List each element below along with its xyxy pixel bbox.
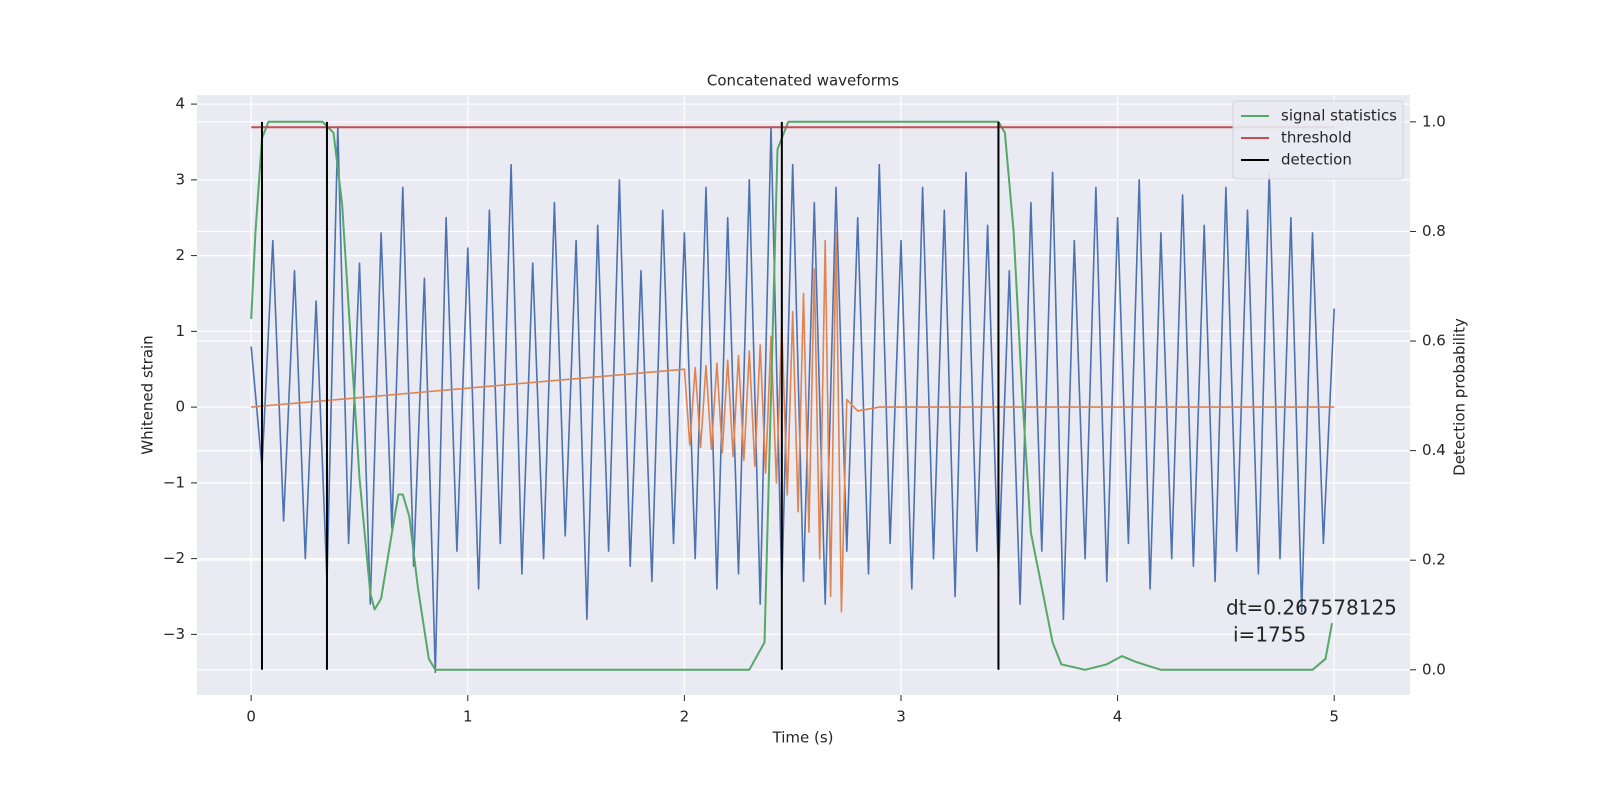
legend-box	[1232, 100, 1404, 180]
x-tick-label: 2	[680, 708, 690, 726]
y2-tick-label: 0.2	[1422, 551, 1446, 569]
series-line	[250, 126, 1335, 674]
x-tick-label: 3	[896, 708, 906, 726]
legend-label: detection	[1281, 151, 1352, 169]
y-axis-label: Whitened strain	[139, 335, 157, 454]
x-tick-label: 0	[246, 708, 256, 726]
annotation: i=1755	[1233, 623, 1306, 647]
y-tick-label: 4	[175, 95, 185, 113]
y-tick-label: 2	[175, 246, 185, 264]
series-line	[251, 232, 1335, 613]
y2-tick-label: 0.8	[1422, 222, 1446, 240]
x-tick-label: 5	[1329, 708, 1339, 726]
y-tick-label: 1	[175, 322, 185, 340]
x-tick-label: 4	[1113, 708, 1123, 726]
legend-label: threshold	[1281, 129, 1352, 147]
y-tick-label: −2	[163, 549, 185, 567]
chart-title: Concatenated waveforms	[707, 72, 899, 90]
x-tick-label: 1	[463, 708, 473, 726]
y2-axis-label: Detection probability	[1451, 318, 1469, 476]
legend-label: signal statistics	[1281, 107, 1397, 125]
marks	[250, 120, 1335, 674]
y2-tick-label: 0.6	[1422, 332, 1446, 350]
y2-tick-label: 1.0	[1422, 112, 1446, 130]
x-axis-label: Time (s)	[772, 729, 834, 747]
y-tick-label: 3	[175, 170, 185, 188]
y2-tick-label: 0.4	[1422, 441, 1446, 459]
y-tick-label: 0	[175, 398, 185, 416]
y2-tick-label: 0.0	[1422, 660, 1446, 678]
y-tick-label: −3	[163, 625, 185, 643]
plot-area	[197, 95, 1410, 695]
y-tick-label: −1	[163, 473, 185, 491]
annotation: dt=0.267578125	[1226, 596, 1397, 620]
series-line	[250, 120, 1333, 671]
